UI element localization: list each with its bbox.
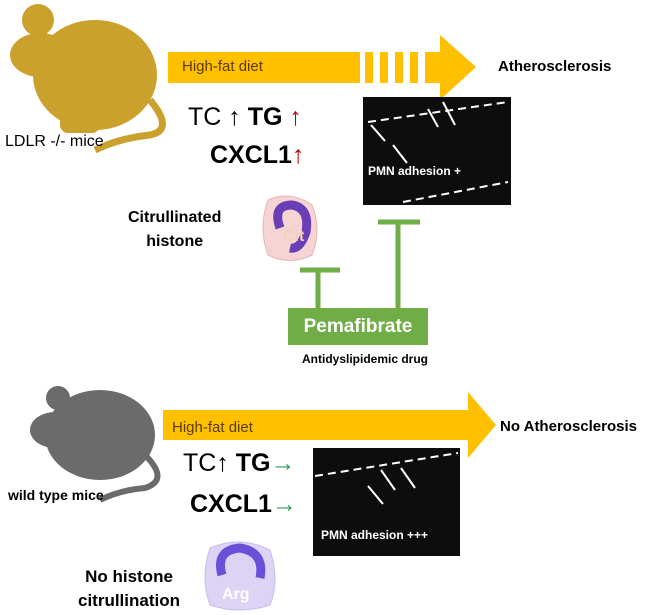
bottom-microscopy-caption: PMN adhesion +++ <box>321 528 429 542</box>
top-cxcl1: CXCL1↑ <box>210 141 304 170</box>
inhibition-lines <box>300 219 420 308</box>
tg-label: TG <box>247 103 283 131</box>
cxcl1-up-arrow-icon: ↑ <box>291 141 305 169</box>
top-outcome: Atherosclerosis <box>498 58 612 75</box>
arg-label: Arg <box>222 586 250 603</box>
tg-right-arrow-icon: → <box>270 449 296 477</box>
no-histone-line-2: citrullination <box>78 591 180 610</box>
top-lipids: TC ↑ TG ↑ <box>188 103 302 132</box>
bottom-microscopy-image: PMN adhesion +++ <box>313 448 460 556</box>
pemafibrate-box: Pemafibrate <box>288 308 428 345</box>
top-diet-label: High-fat diet <box>182 58 263 75</box>
wild-type-mouse-label: wild type mice <box>8 487 104 503</box>
tc-up-arrow-icon: ↑ <box>228 103 241 131</box>
cxcl1-label: CXCL1 <box>190 490 272 518</box>
bottom-outcome: No Atherosclerosis <box>500 418 637 435</box>
wild-type-mouse-icon <box>30 386 161 503</box>
bottom-diet-arrow <box>163 392 496 458</box>
bottom-diet-label: High-fat diet <box>172 419 253 436</box>
arginine-neutrophil-icon <box>204 541 276 611</box>
tc-label: TC <box>183 449 217 477</box>
tg-label: TG <box>235 449 271 477</box>
ldlr-mouse-icon <box>10 4 166 154</box>
no-histone-line-1: No histone <box>85 567 173 586</box>
cxcl1-label: CXCL1 <box>210 141 292 169</box>
ldlr-mouse-label: LDLR -/- mice <box>5 133 104 150</box>
drug-subtitle: Antidyslipidemic drug <box>302 352 429 366</box>
tc-up-arrow-icon: ↑ <box>216 449 229 477</box>
citrullinated-neutrophil-icon <box>262 195 318 261</box>
histone-line-1: Citrullinated <box>128 209 222 226</box>
top-diet-arrow <box>168 35 476 100</box>
bottom-lipids: TC↑ TG→ <box>183 449 296 478</box>
top-microscopy-caption: PMN adhesion + <box>368 164 462 178</box>
cxcl1-right-arrow-icon: → <box>271 490 297 518</box>
citrullinated-histone-label: Citrullinated histone <box>128 206 221 254</box>
cit-label: Cit <box>283 228 305 245</box>
tg-up-arrow-icon: ↑ <box>289 103 302 131</box>
tc-label: TC <box>188 103 222 131</box>
bottom-cxcl1: CXCL1→ <box>190 490 297 519</box>
top-microscopy-image: PMN adhesion + <box>363 97 511 205</box>
histone-line-2: histone <box>146 233 204 250</box>
no-citrullination-label: No histone citrullination <box>78 565 180 613</box>
